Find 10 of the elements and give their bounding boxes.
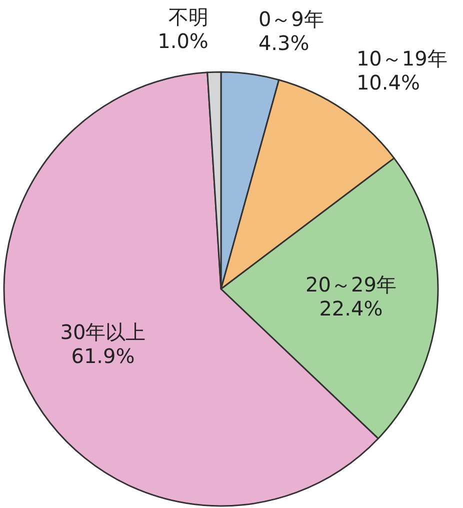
- data-label: 61.9%: [71, 344, 135, 368]
- data-label: 22.4%: [319, 296, 383, 320]
- slice-label: 0～9年: [258, 7, 324, 32]
- data-label: 1.0%: [158, 29, 208, 54]
- slice-label: 不明: [168, 5, 208, 30]
- slice-label: 10～19年: [356, 46, 448, 71]
- data-label: 10.4%: [356, 70, 420, 95]
- data-label: 4.3%: [258, 31, 310, 56]
- slice-label: 20～29年: [306, 272, 396, 296]
- slice-label: 30年以上: [60, 320, 146, 344]
